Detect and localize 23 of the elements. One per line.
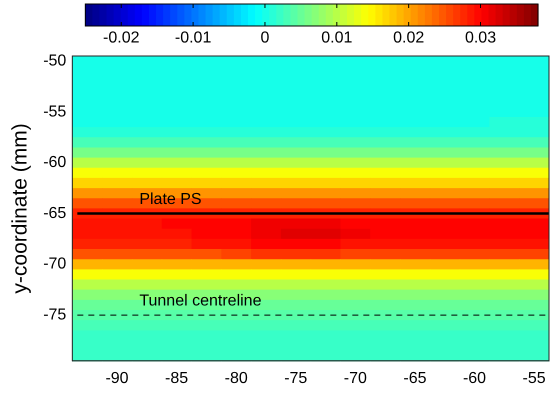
- x-tick-label: -90: [105, 370, 129, 387]
- y-tick-label: -50: [43, 52, 66, 70]
- ref-line-label: Tunnel centreline: [139, 292, 262, 310]
- color-bar-label: 0: [260, 29, 270, 46]
- color-bar-label: 0.03: [464, 29, 496, 46]
- color-bar-label: -0.01: [174, 29, 212, 46]
- color-bar-label: 0.01: [321, 29, 352, 46]
- color-bar-label: 0.02: [393, 29, 424, 46]
- y-axis-title: y-coordinate (mm): [8, 123, 32, 294]
- y-tick-label: -55: [43, 103, 66, 120]
- x-tick-label: -80: [224, 370, 248, 387]
- x-tick-label: -65: [403, 370, 427, 387]
- x-tick-label: -75: [284, 370, 308, 387]
- x-tick-label: -55: [522, 370, 546, 387]
- y-tick-label: -65: [43, 204, 66, 222]
- x-tick-label: -60: [462, 370, 486, 387]
- y-tick-label: -60: [43, 154, 66, 172]
- color-bar-label: -0.02: [103, 29, 140, 46]
- y-tick-label: -70: [43, 256, 66, 273]
- x-tick-label: -70: [344, 370, 368, 387]
- x-tick-label: -85: [165, 370, 188, 387]
- y-tick-label: -75: [43, 306, 66, 324]
- ref-line-label: Plate PS: [139, 190, 202, 208]
